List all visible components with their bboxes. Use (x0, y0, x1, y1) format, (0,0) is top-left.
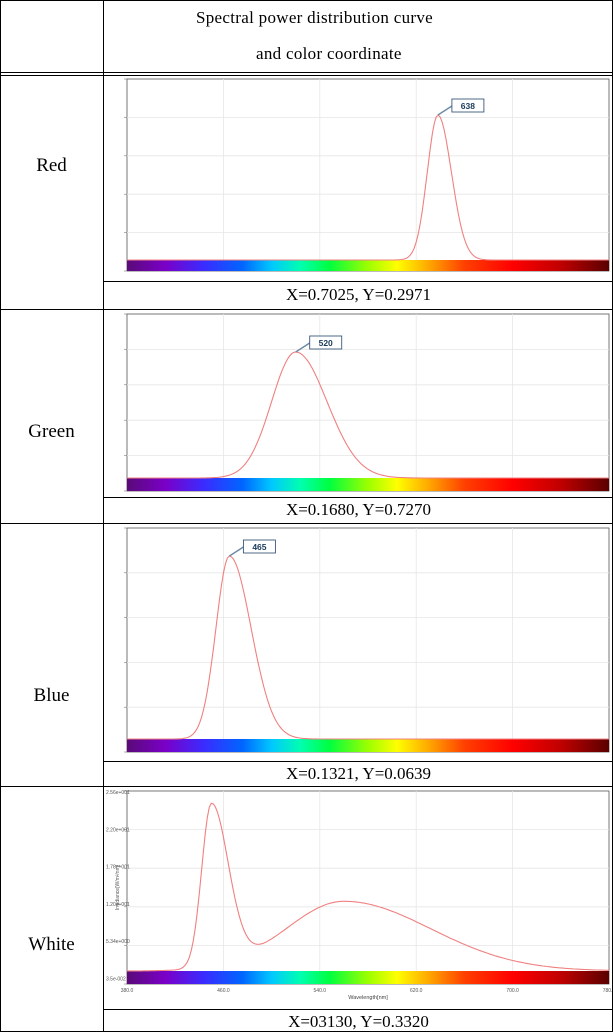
row-label-red: Red (36, 155, 67, 176)
y-tick-label: 3.5e-002 (106, 977, 126, 983)
spectrum-curve (127, 351, 609, 479)
peak-label-box (451, 98, 485, 113)
header-divider (0, 72, 613, 73)
row-label-blue: Blue (33, 685, 70, 706)
row-divider-red-green (0, 309, 613, 310)
spectrum-chart-white: 2.56e+001 2.20e+001 1.78e+001 1.20e+001 5.34… (106, 790, 613, 1001)
peak-label-box (309, 335, 343, 350)
spectrum-color-bar (127, 739, 609, 752)
spectrum-color-bar (127, 260, 609, 271)
spectrum-curve (127, 555, 609, 740)
blue-chart-coord-divider (103, 761, 613, 762)
green-chart-coord-divider (103, 497, 613, 498)
y-tick-label: 2.20e+001 (106, 827, 130, 833)
x-tick-label: 620.0 (410, 988, 423, 994)
table-column-divider (103, 0, 104, 1032)
spectrum-chart-red: 638 (124, 78, 610, 272)
coordinate-blue: X=0.1321, Y=0.0639 (285, 764, 432, 783)
plot-frame (126, 527, 610, 753)
peak-pointer (229, 546, 244, 557)
x-tick-label: 700.0 (506, 988, 519, 994)
coordinate-green: X=0.1680, Y=0.7270 (285, 500, 432, 519)
spectrum-chart-blue: 465 (124, 527, 610, 753)
spectrum-curve (127, 802, 609, 972)
x-tick-label: 540.0 (314, 988, 327, 994)
plot-frame (126, 790, 610, 985)
spectrum-curve (127, 114, 609, 261)
plot-frame (126, 313, 610, 492)
row-label-white: White (28, 934, 75, 955)
peak-label: 520 (319, 338, 333, 348)
y-tick-label: 2.56e+001 (106, 790, 130, 796)
row-label-green: Green (28, 421, 75, 442)
plot-frame (126, 78, 610, 272)
y-tick-label: 5.34e+000 (106, 939, 130, 945)
y-tick-label: 1.78e+001 (106, 865, 130, 871)
spectrum-color-bar (127, 478, 609, 491)
header-title-line2: and color coordinate (256, 44, 402, 63)
row-divider-blue-white (0, 786, 613, 787)
peak-pointer (437, 105, 453, 116)
red-chart-coord-divider (103, 281, 613, 282)
x-tick-label: 780.0 (603, 988, 613, 994)
row-divider-green-blue (0, 523, 613, 524)
coordinate-white: X=03130, Y=0.3320 (288, 1012, 429, 1031)
header-divider-double (0, 75, 613, 76)
peak-label: 465 (252, 542, 266, 552)
x-axis-label: Wavelength[nm] (348, 995, 388, 1001)
x-tick-label: 460.0 (217, 988, 230, 994)
spectrum-color-bar (127, 971, 609, 984)
spectrum-chart-green: 520 (124, 313, 610, 492)
coordinate-red: X=0.7025, Y=0.2971 (285, 285, 432, 304)
table-border-left (0, 0, 1, 1032)
x-tick-label: 380.0 (121, 988, 134, 994)
peak-pointer (295, 342, 311, 353)
white-chart-coord-divider (103, 1009, 613, 1010)
y-tick-label: 1.20e+001 (106, 902, 130, 908)
header-title-line1: Spectral power distribution curve (196, 8, 433, 27)
table-border-top (0, 0, 613, 1)
peak-label-box (242, 539, 276, 554)
peak-label: 638 (461, 101, 475, 111)
y-axis-label: Irradiance[W/m²/nm] (115, 864, 121, 910)
